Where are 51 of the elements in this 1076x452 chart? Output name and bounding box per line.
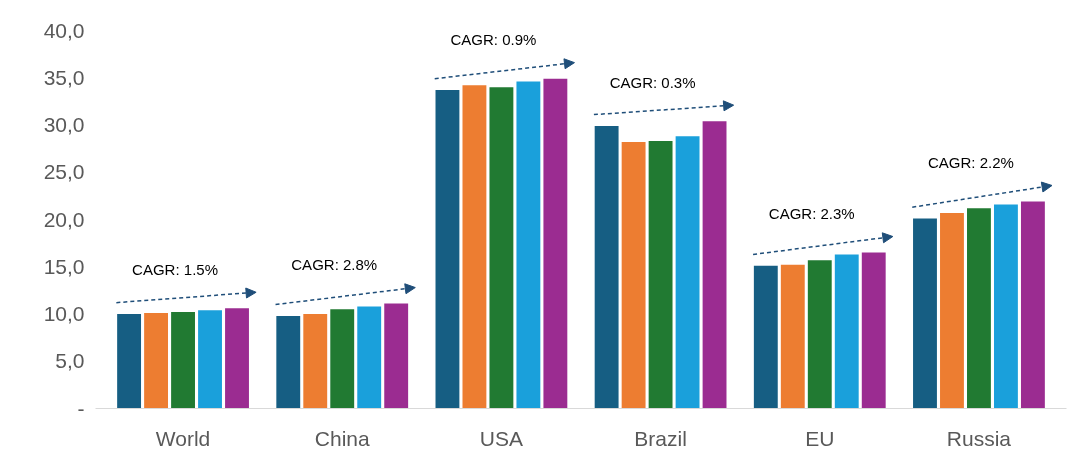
bar bbox=[357, 306, 382, 409]
annotation: CAGR: 2.3% bbox=[768, 205, 855, 223]
y-tick-label: 30,0 bbox=[43, 113, 85, 136]
y-tick-label: 25,0 bbox=[43, 160, 85, 184]
bar bbox=[967, 208, 991, 409]
bar bbox=[702, 121, 727, 409]
bar bbox=[594, 125, 619, 409]
bar bbox=[913, 218, 937, 409]
bar bbox=[117, 314, 142, 409]
bar bbox=[861, 252, 886, 409]
bar bbox=[621, 142, 646, 409]
bar bbox=[144, 313, 169, 409]
annotation: CAGR: 2.2% bbox=[928, 154, 1014, 172]
bar bbox=[171, 312, 195, 409]
x-tick-label: USA bbox=[479, 426, 524, 450]
bar bbox=[675, 136, 700, 409]
annotation: CAGR: 2.8% bbox=[291, 256, 378, 274]
y-tick-label: 5,0 bbox=[55, 349, 85, 373]
bar bbox=[225, 308, 249, 409]
x-tick-label: EU bbox=[805, 426, 835, 450]
annotation: CAGR: 0.9% bbox=[450, 31, 537, 49]
annotation: CAGR: 0.3% bbox=[609, 73, 696, 91]
bar bbox=[940, 212, 964, 409]
bar bbox=[330, 309, 355, 409]
bar bbox=[198, 310, 222, 409]
annotation: CAGR: 1.5% bbox=[132, 261, 218, 279]
y-tick-label: 15,0 bbox=[43, 254, 85, 278]
y-tick-label: 40,0 bbox=[43, 18, 85, 42]
bar bbox=[435, 90, 460, 409]
bar bbox=[993, 204, 1018, 409]
bar bbox=[462, 85, 487, 409]
y-tick-label: - bbox=[77, 396, 85, 420]
bar bbox=[780, 264, 805, 409]
bar bbox=[276, 315, 301, 409]
y-tick-label: 35,0 bbox=[43, 65, 85, 89]
bar bbox=[648, 141, 673, 409]
bar bbox=[834, 254, 859, 409]
bar bbox=[1020, 201, 1045, 409]
bar bbox=[489, 87, 514, 409]
bar bbox=[807, 260, 832, 409]
bar bbox=[753, 265, 778, 409]
y-tick-label: 20,0 bbox=[43, 207, 85, 231]
x-tick-label: China bbox=[314, 426, 370, 450]
x-tick-label: Russia bbox=[946, 426, 1012, 450]
bar bbox=[384, 303, 409, 409]
bar bbox=[516, 81, 541, 409]
x-tick-label: World bbox=[155, 426, 211, 450]
x-tick-label: Brazil bbox=[634, 426, 687, 450]
bar bbox=[303, 314, 328, 409]
bar bbox=[543, 78, 568, 409]
y-tick-label: 10,0 bbox=[43, 302, 85, 325]
